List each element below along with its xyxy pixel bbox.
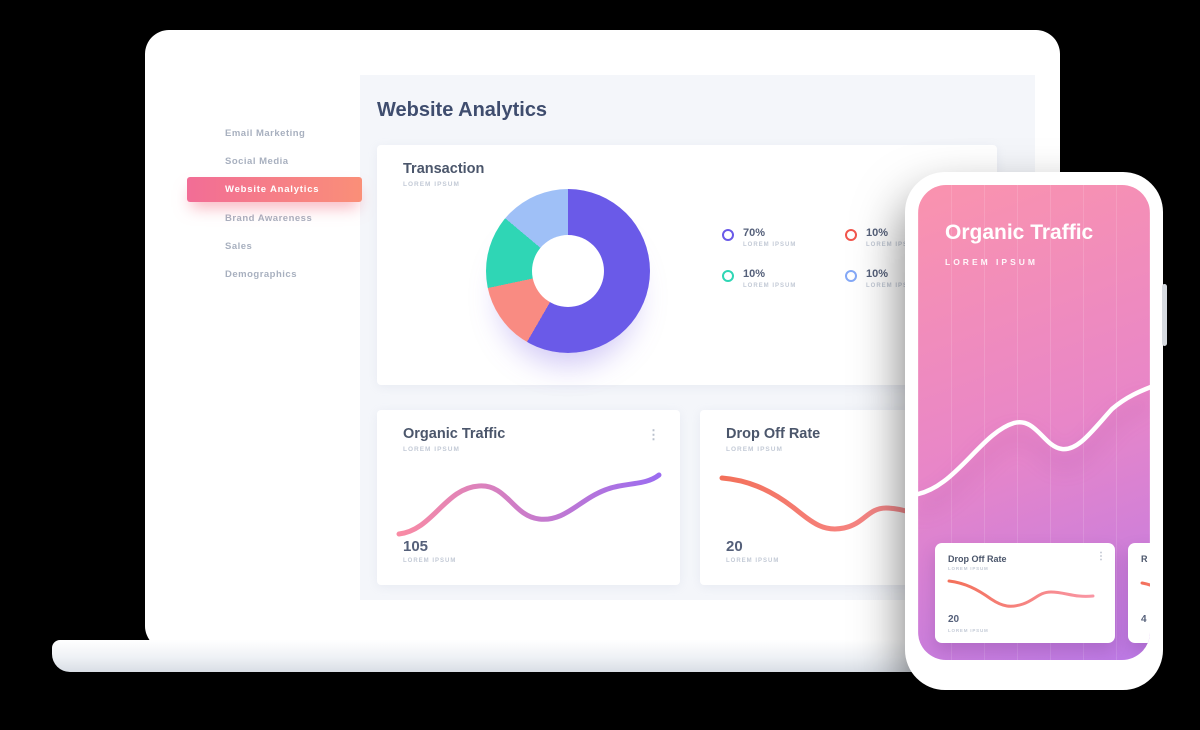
legend-item: 70% LOREM IPSUM <box>722 227 845 248</box>
phone-card-value: 4 <box>1141 614 1147 625</box>
phone-clipped-card[interactable]: R 4 <box>1128 543 1150 643</box>
transaction-subtitle: LOREM IPSUM <box>403 181 460 188</box>
sidebar-item-email-marketing[interactable]: Email Marketing <box>225 127 306 139</box>
phone-card-value-label: LOREM IPSUM <box>948 628 989 633</box>
sidebar: Email Marketing Social Media Website Ana… <box>175 75 362 600</box>
phone-page-subtitle: LOREM IPSUM <box>945 257 1038 267</box>
dropoff-card-header: Drop Off Rate LOREM IPSUM <box>726 426 820 453</box>
kebab-menu-icon[interactable]: ⋮ <box>1096 551 1106 562</box>
legend-item: 10% LOREM IPSUM <box>845 268 968 289</box>
legend-label: LOREM IPSUM <box>743 242 797 248</box>
donut-legend: 70% LOREM IPSUM 10% LOREM IPSUM <box>722 227 968 289</box>
phone-card-value: 20 <box>948 614 960 625</box>
phone-side-button <box>1162 284 1167 346</box>
sidebar-item-sales[interactable]: Sales <box>225 240 253 252</box>
organic-title: Organic Traffic <box>403 426 506 442</box>
page-title: Website Analytics <box>377 99 548 121</box>
legend-value: 70% <box>743 227 766 239</box>
transaction-title: Transaction <box>403 161 485 177</box>
organic-subtitle: LOREM IPSUM <box>403 446 460 453</box>
phone-mockup: Organic Traffic LOREM IPSUM Drop Off Rat… <box>905 172 1167 690</box>
legend-value: 10% <box>866 268 889 280</box>
sidebar-item-website-analytics[interactable]: Website Analytics <box>187 177 362 202</box>
legend-value: 10% <box>743 268 766 280</box>
phone-mini-line-chart <box>1140 581 1150 587</box>
legend-dot-red-icon <box>845 229 857 241</box>
organic-line-chart <box>396 472 662 537</box>
legend-dot-teal-icon <box>722 270 734 282</box>
legend-dot-blue-icon <box>845 270 857 282</box>
dropoff-kpi-label: LOREM IPSUM <box>726 558 780 564</box>
legend-label: LOREM IPSUM <box>743 283 797 289</box>
phone-screen: Organic Traffic LOREM IPSUM Drop Off Rat… <box>918 185 1150 660</box>
dropoff-kpi-value: 20 <box>726 538 743 555</box>
legend-item: 10% LOREM IPSUM <box>845 227 968 248</box>
phone-mini-line-chart <box>947 579 1095 608</box>
phone-card-title: R <box>1141 554 1148 564</box>
organic-traffic-card: Organic Traffic LOREM IPSUM ⋮ 105 LOREM … <box>377 410 680 585</box>
legend-item: 10% LOREM IPSUM <box>722 268 845 289</box>
transaction-card: Transaction LOREM IPSUM 70% LOREM IPSUM <box>377 145 997 385</box>
sidebar-item-demographics[interactable]: Demographics <box>225 268 297 280</box>
legend-label: LOREM IPSUM <box>866 242 920 248</box>
transaction-card-header: Transaction LOREM IPSUM <box>403 161 484 188</box>
donut-chart <box>486 189 650 353</box>
phone-dropoff-card[interactable]: Drop Off Rate LOREM IPSUM ⋮ 20 LOREM IPS… <box>935 543 1115 643</box>
phone-page-title: Organic Traffic <box>945 221 1094 244</box>
organic-kpi-value: 105 <box>403 538 429 555</box>
legend-label: LOREM IPSUM <box>866 283 920 289</box>
legend-value: 10% <box>866 227 889 239</box>
phone-line-chart <box>918 384 1150 497</box>
dropoff-subtitle: LOREM IPSUM <box>726 446 783 453</box>
organic-kpi-label: LOREM IPSUM <box>403 558 457 564</box>
kebab-menu-icon[interactable]: ⋮ <box>647 427 660 442</box>
dropoff-title: Drop Off Rate <box>726 426 821 442</box>
phone-card-subtitle: LOREM IPSUM <box>948 566 989 571</box>
phone-card-title: Drop Off Rate <box>948 554 1007 564</box>
sidebar-item-brand-awareness[interactable]: Brand Awareness <box>225 212 313 224</box>
organic-card-header: Organic Traffic LOREM IPSUM <box>403 426 505 453</box>
sidebar-item-social-media[interactable]: Social Media <box>225 155 289 167</box>
legend-dot-purple-icon <box>722 229 734 241</box>
